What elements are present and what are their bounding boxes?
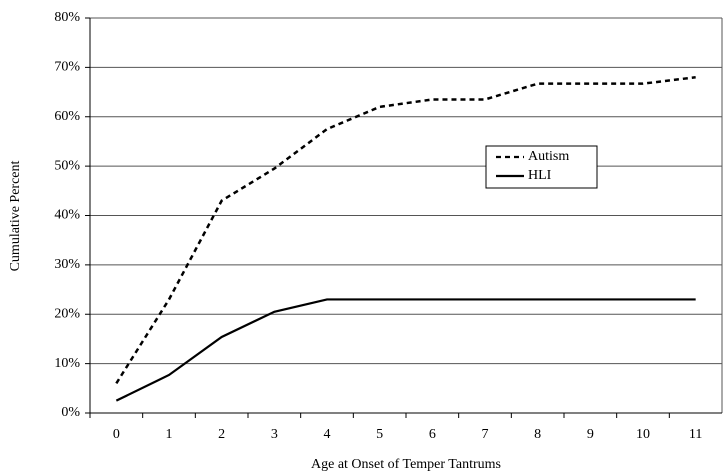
x-tick-label: 8 [534, 427, 541, 442]
y-axis-label: Cumulative Percent [8, 160, 23, 271]
x-tick-label: 3 [271, 427, 278, 442]
y-tick-label: 50% [54, 158, 80, 173]
legend-box [485, 145, 598, 189]
legend-label: HLI [528, 168, 552, 183]
y-tick-label: 60% [54, 109, 80, 124]
legend-label: Autism [528, 149, 569, 164]
y-tick-label: 80% [54, 10, 80, 25]
series-line [115, 76, 696, 385]
y-tick-label: 40% [54, 208, 80, 223]
x-tick-label: 9 [587, 427, 594, 442]
x-tick-label: 0 [113, 427, 120, 442]
x-tick-label: 7 [482, 427, 489, 442]
x-tick-label: 11 [689, 427, 702, 442]
x-tick-label: 10 [636, 427, 650, 442]
x-axis-label: Age at Onset of Temper Tantrums [311, 457, 501, 472]
y-tick-label: 20% [54, 306, 80, 321]
series-line [115, 298, 696, 402]
x-tick-label: 4 [324, 427, 331, 442]
x-tick-label: 1 [166, 427, 173, 442]
x-tick-label: 2 [218, 427, 225, 442]
y-tick-label: 70% [54, 60, 80, 75]
y-tick-label: 30% [54, 257, 80, 272]
x-tick-label: 6 [429, 427, 436, 442]
y-tick-label: 10% [54, 356, 80, 371]
x-tick-label: 5 [376, 427, 383, 442]
y-tick-label: 0% [61, 405, 80, 420]
